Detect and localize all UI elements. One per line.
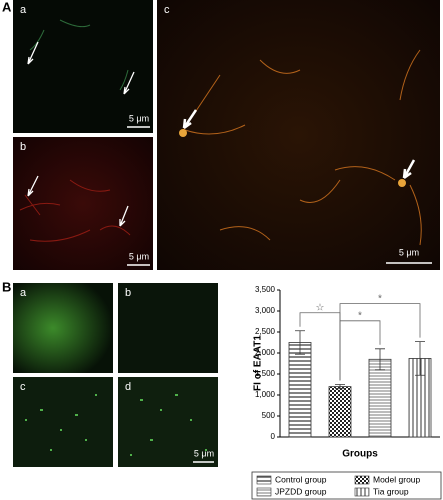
cell bbox=[179, 129, 187, 137]
subpanel-label: b bbox=[125, 287, 131, 299]
panel-label: B bbox=[2, 279, 11, 294]
subpanel-label: a bbox=[20, 287, 27, 299]
y-tick-label: 3,500 bbox=[255, 285, 276, 294]
image-a bbox=[13, 0, 153, 133]
y-axis-label: FI of EAAT1 bbox=[253, 335, 264, 391]
bar-chart: FI of EAAT1 Groups 0 500 1,000 1,500 2,000 2,… bbox=[251, 285, 442, 500]
legend-swatch bbox=[256, 487, 272, 497]
arrow bbox=[27, 41, 135, 95]
legend-label: Model group bbox=[373, 474, 421, 484]
scale-bar-label: 5 μm bbox=[194, 448, 214, 458]
legend-swatch bbox=[354, 487, 370, 497]
arrow bbox=[27, 175, 129, 227]
y-tick-label: 2,000 bbox=[255, 348, 276, 357]
bar bbox=[328, 386, 352, 438]
y-tick-label: 1,000 bbox=[255, 390, 276, 399]
image-b bbox=[118, 283, 218, 373]
scale-bar-label: 5 μm bbox=[129, 113, 149, 123]
subpanel-label: a bbox=[20, 4, 27, 16]
subpanel-label: c bbox=[164, 4, 170, 16]
significance-label: ☆ bbox=[316, 302, 325, 313]
scale-bar-label: 5 μm bbox=[399, 247, 419, 257]
fluorescence bbox=[179, 49, 422, 246]
x-axis-label: Groups bbox=[342, 449, 378, 460]
y-tick-label: 0 bbox=[271, 432, 276, 441]
fluorescence bbox=[25, 394, 97, 451]
legend-label: JPZDD group bbox=[275, 486, 327, 496]
subpanel-label: c bbox=[20, 381, 26, 393]
subpanel-label: d bbox=[125, 381, 131, 393]
fluorescence bbox=[130, 394, 207, 456]
y-tick-label: 500 bbox=[262, 411, 276, 420]
subpanel-label: b bbox=[20, 141, 26, 153]
cell bbox=[398, 179, 406, 187]
bar bbox=[288, 342, 312, 438]
legend-swatch bbox=[354, 475, 370, 485]
error-bar bbox=[335, 384, 345, 390]
significance-label: * bbox=[378, 293, 382, 304]
image-c bbox=[13, 377, 113, 467]
image-b bbox=[13, 137, 153, 270]
legend-label: Control group bbox=[275, 474, 327, 484]
fluorescence bbox=[19, 179, 131, 242]
error-bar bbox=[375, 348, 385, 371]
significance-bracket bbox=[339, 303, 421, 381]
y-tick-label: 2,500 bbox=[255, 327, 276, 336]
panel-label: A bbox=[2, 0, 12, 14]
legend-label: Tia group bbox=[373, 486, 409, 496]
error-bar bbox=[415, 341, 425, 376]
y-tick-label: 3,000 bbox=[255, 306, 276, 315]
arrow bbox=[182, 109, 416, 180]
image-a bbox=[13, 283, 113, 373]
y-tick-label: 1,500 bbox=[255, 369, 276, 378]
scale-bar-label: 5 μm bbox=[129, 251, 149, 261]
bar bbox=[368, 358, 392, 438]
image-d bbox=[118, 377, 218, 467]
significance-label: * bbox=[358, 310, 362, 321]
error-bar bbox=[295, 330, 305, 355]
image-c bbox=[157, 0, 440, 270]
legend-swatch bbox=[256, 475, 272, 485]
legend bbox=[251, 471, 442, 500]
